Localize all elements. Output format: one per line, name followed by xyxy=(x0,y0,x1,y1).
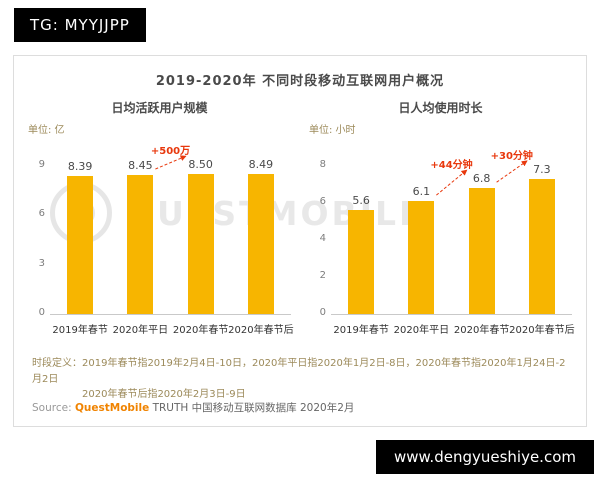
y-tick-label: 6 xyxy=(38,208,45,220)
x-category-label: 2019年春节 xyxy=(52,325,108,336)
y-tick-label: 3 xyxy=(38,257,45,269)
bar-value-label: 7.3 xyxy=(533,162,551,176)
bar-value-label: 8.50 xyxy=(188,158,213,172)
x-category-label: 2020年平日 xyxy=(393,325,450,336)
source-brand: QuestMobile xyxy=(74,402,150,414)
x-category-label: 2020年春节后 xyxy=(228,325,294,336)
y-axis-duration: 8 6 4 2 0 xyxy=(309,136,331,336)
unit-label-dau: 单位: 亿 xyxy=(28,125,65,136)
plot-row: 8 6 4 2 0 5.6 2019年春节 6.1 2020年平日 6.8 2020年春节 7.3 2… xyxy=(309,136,575,336)
bar xyxy=(348,210,375,314)
annotation-label: +30分钟 xyxy=(490,150,533,162)
watermark-badge-telegram: TG: MYYJJPP xyxy=(14,8,146,42)
bar xyxy=(468,188,495,314)
bar-value-label: 8.45 xyxy=(128,159,153,173)
bar-plot-duration: 5.6 2019年春节 6.1 2020年平日 6.8 2020年春节 7.3 2020年春节… xyxy=(331,136,575,336)
y-axis-dau: 9 6 3 0 xyxy=(28,136,50,336)
bar xyxy=(247,174,274,314)
x-category-label: 2020年平日 xyxy=(112,325,169,336)
annotation-label: +44分钟 xyxy=(430,160,473,172)
definition-note: 时段定义：2019年春节指2019年2月4日-10日，2020年平日指2020年… xyxy=(32,356,572,403)
bar-plot-dau: 8.39 2019年春节 8.45 2020年平日 8.50 2020年春节 8.49 202… xyxy=(50,136,294,336)
bar-value-label: 5.6 xyxy=(352,194,370,208)
y-tick-label: 0 xyxy=(38,307,45,318)
source-label: Source: xyxy=(32,402,72,414)
unit-label-duration: 单位: 小时 xyxy=(309,125,356,136)
source-text: TRUTH 中国移动互联网数据库 2020年2月 xyxy=(152,402,355,414)
source-line: Source: QuestMobile TRUTH 中国移动互联网数据库 202… xyxy=(32,400,354,415)
charts-row: 日均活跃用户规模 单位: 亿 9 6 3 0 8.39 2019年春节 8.45 2020年… xyxy=(14,99,586,336)
y-tick-label: 0 xyxy=(319,307,326,318)
definition-note-line2: 2020年春节后指2020年2月3日-9日 xyxy=(82,389,246,400)
bar xyxy=(127,175,154,314)
bar xyxy=(408,201,435,314)
y-tick-label: 2 xyxy=(319,270,326,281)
definition-note-line1: 时段定义：2019年春节指2019年2月4日-10日，2020年平日指2020年… xyxy=(32,358,566,385)
x-category-label: 2020年春节 xyxy=(453,325,510,336)
x-axis-line xyxy=(331,314,572,315)
y-tick-label: 4 xyxy=(319,233,326,244)
y-tick-label: 9 xyxy=(38,159,45,170)
chart-panel-duration: 日人均使用时长 单位: 小时 8 6 4 2 0 5.6 2019年春节 6.1 2020年平… xyxy=(309,99,575,336)
watermark-badge-website: www.dengyueshiye.com xyxy=(376,440,594,474)
bar-value-label: 6.1 xyxy=(412,185,431,199)
bar xyxy=(187,174,214,314)
x-category-label: 2020年春节后 xyxy=(509,325,575,336)
y-tick-label: 6 xyxy=(319,196,326,207)
x-category-label: 2020年春节 xyxy=(172,325,229,336)
chart-title-duration: 日人均使用时长 xyxy=(398,101,483,115)
bar xyxy=(67,176,94,314)
report-card: QUESTMOBILE 2019-2020年 不同时段移动互联网用户概况 日均活… xyxy=(13,55,587,427)
report-title: 2019-2020年 不同时段移动互联网用户概况 xyxy=(155,74,445,89)
x-axis-line xyxy=(50,314,291,315)
bar xyxy=(528,178,555,314)
bar-value-label: 8.49 xyxy=(248,158,274,172)
chart-panel-dau: 日均活跃用户规模 单位: 亿 9 6 3 0 8.39 2019年春节 8.45 2020年… xyxy=(28,99,294,336)
x-category-label: 2019年春节 xyxy=(333,325,389,336)
annotation-label: +500万 xyxy=(150,146,191,158)
chart-title-dau: 日均活跃用户规模 xyxy=(111,101,208,115)
bar-value-label: 8.39 xyxy=(67,160,93,174)
y-tick-label: 8 xyxy=(319,159,326,170)
bar-value-label: 6.8 xyxy=(472,172,491,186)
